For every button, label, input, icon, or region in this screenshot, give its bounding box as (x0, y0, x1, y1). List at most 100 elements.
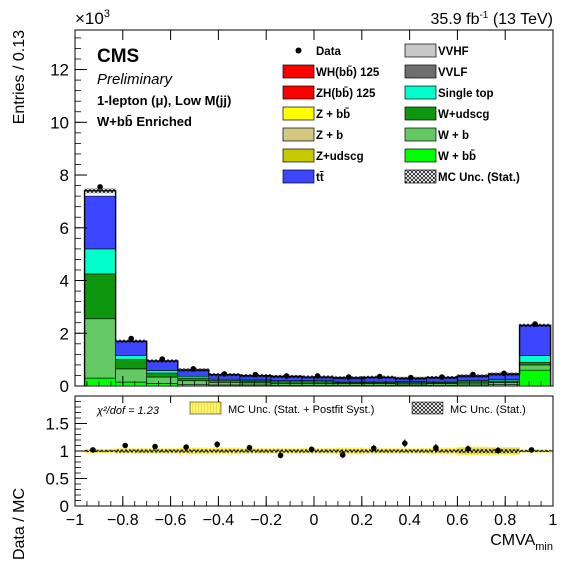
y-tick-label-0: 0 (60, 377, 69, 396)
bar-2-2 (146, 372, 179, 378)
data-points (97, 184, 538, 381)
ratio-point-6 (277, 452, 284, 459)
x-tick-label-7: 0.4 (398, 512, 420, 529)
stack-outline (83, 190, 552, 386)
ratio-stat-band-4 (208, 449, 240, 453)
legend-label-7: VVHF (438, 46, 469, 58)
ratio-points (90, 439, 535, 459)
data-point-14 (532, 321, 538, 327)
ratio-point-11 (433, 444, 439, 451)
y-tick-label-4: 8 (60, 166, 69, 185)
bar-4-1 (115, 340, 147, 356)
legend-label-1: WH(bb̄) 125 (316, 67, 380, 79)
x-tick-label-0: −1 (66, 512, 84, 529)
y-tick-label-2: 4 (60, 272, 69, 291)
x-tick-label-3: −0.4 (203, 512, 235, 529)
region-label: W+bb̄ Enriched (97, 114, 192, 129)
ratio-axes: 0 0.5 1 1.5 −1 −0.8 −0.6 −0.4 −0.2 0 0.2 0.4 0.6 0.8 1 (45, 381, 558, 529)
bar-1-2 (146, 376, 179, 384)
ratio-stat-band-9 (364, 449, 396, 453)
legend-label-10: W+udscg (438, 109, 489, 121)
legend-box-5 (282, 148, 315, 163)
ratio-point-5 (246, 444, 253, 451)
bar-1-14 (519, 364, 551, 371)
ratio-legend-postfit: MC Unc. (Stat. + Postfit Syst.) (228, 404, 374, 416)
legend-box-13 (404, 169, 437, 184)
ratio-point-2 (152, 443, 158, 450)
ratio-point-9 (370, 445, 377, 452)
legend-box-3 (282, 106, 315, 121)
legend-label-4: Z + b (316, 130, 343, 142)
y-exponent: ×103 (75, 8, 110, 28)
legend-box-6 (282, 169, 315, 184)
data-point-3 (190, 366, 197, 372)
mc-uncertainty-band (84, 188, 551, 380)
y-tick-label-1: 2 (60, 324, 69, 343)
chi2-label: χ²/dof = 1.23 (96, 405, 160, 417)
legend-box-9 (404, 85, 437, 100)
bar-4-14 (519, 325, 551, 356)
stacked-histogram (83, 190, 552, 387)
legend-box-7 (404, 43, 437, 58)
ratio-point-12 (465, 446, 471, 452)
ratio-point-1 (122, 442, 128, 449)
data-point-9 (376, 373, 383, 380)
bar-3-1 (115, 355, 147, 360)
ratio-y-tick-label-0: 0 (60, 497, 69, 516)
ratio-y-axis-label: Data / MC (11, 488, 28, 560)
legend-label-3: Z + bb̄ (316, 109, 350, 121)
bar-0-1 (115, 381, 147, 387)
legend-label-11: W + b (438, 130, 469, 142)
ratio-y-tick-label-1: 0.5 (45, 470, 69, 489)
bar-2-3 (177, 377, 210, 382)
bar-2-4 (208, 379, 241, 383)
ratio-point-7 (308, 446, 315, 453)
legend-label-6: tt̄ (316, 172, 324, 184)
data-point-1 (128, 335, 134, 342)
bar-2-0 (84, 273, 116, 320)
data-point-7 (314, 373, 321, 379)
y-tick-label-3: 6 (60, 219, 69, 238)
bar-2-1 (115, 359, 147, 370)
ratio-point-14 (528, 447, 535, 453)
legend: Data WH(bb̄) 125 ZH(bb̄) 125 Z + bb̄ Z + b Z+… (282, 43, 520, 184)
ratio-point-4 (214, 441, 221, 448)
data-point-0 (97, 184, 103, 190)
legend-box-12 (404, 148, 437, 163)
legend-label-0: Data (316, 46, 342, 58)
x-tick-label-1: −0.8 (107, 512, 139, 529)
bar-2-14 (519, 361, 551, 366)
ratio-y-tick-label-2: 1 (60, 442, 69, 461)
bar-0-14 (519, 369, 551, 387)
legend-box-1 (282, 64, 315, 79)
bar-1-4 (208, 382, 241, 386)
x-tick-label-6: 0.2 (351, 512, 373, 529)
bar-1-1 (115, 368, 147, 383)
bar-1-0 (84, 318, 116, 379)
legend-box-4 (282, 127, 315, 142)
y-tick-label-5: 10 (50, 113, 69, 132)
ratio-point-10 (402, 440, 408, 447)
ratio-legend-stat: MC Unc. (Stat.) (450, 404, 526, 416)
data-point-10 (407, 374, 414, 381)
legend-label-13: MC Unc. (Stat.) (438, 172, 520, 184)
legend-box-11 (404, 127, 437, 142)
ratio-uncertainty-band (75, 446, 553, 456)
bar-3-0 (84, 248, 116, 275)
legend-marker-0 (295, 47, 302, 54)
luminosity-label: 35.9 fb-1 (13 TeV) (431, 10, 553, 28)
bar-0-2 (146, 383, 179, 387)
data-point-2 (159, 356, 166, 362)
ratio-point-3 (183, 444, 189, 450)
legend-label-8: VVLF (438, 67, 467, 79)
x-tick-label-10: 1 (549, 512, 558, 529)
legend-label-5: Z+udscg (316, 151, 364, 163)
y-axis-label: Entries / 0.13 (11, 30, 28, 124)
ratio-point-0 (90, 447, 96, 453)
data-point-12 (470, 371, 476, 378)
ratio-y-tick-label-3: 1.5 (45, 415, 69, 434)
ratio-legend-stat-box (411, 401, 444, 415)
data-point-5 (252, 371, 259, 378)
x-tick-label-5: 0 (310, 512, 319, 529)
